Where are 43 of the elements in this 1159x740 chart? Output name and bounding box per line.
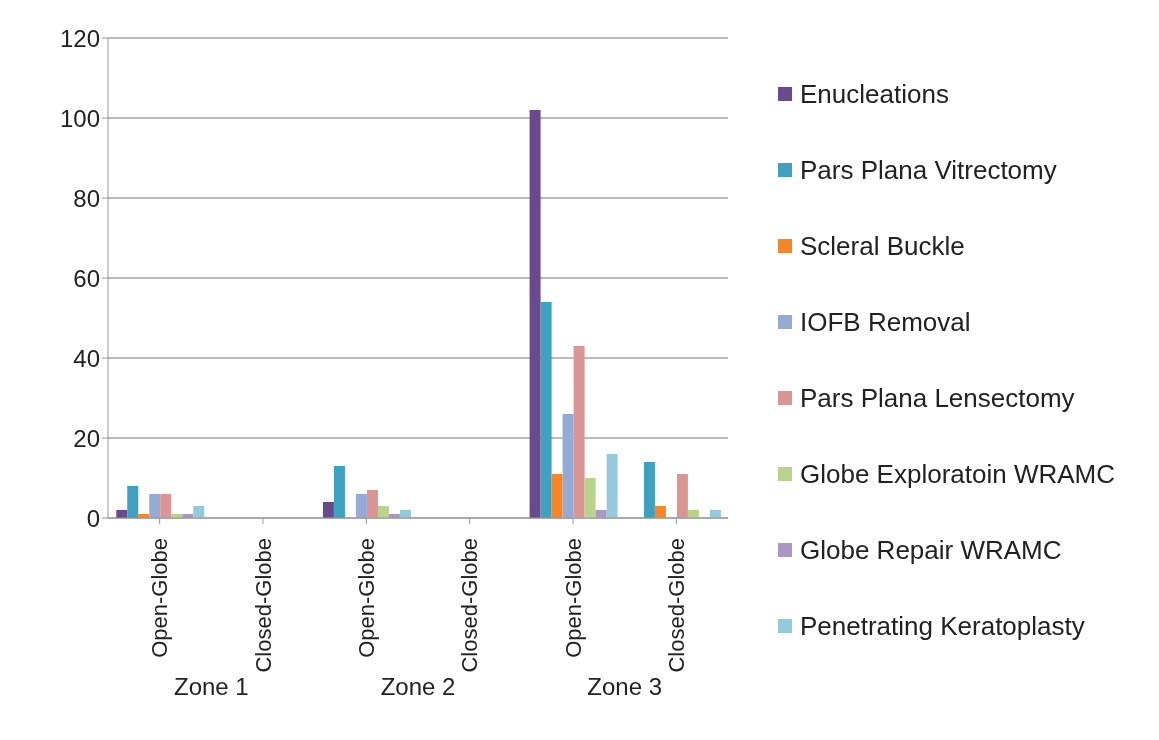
y-tick-label: 0 xyxy=(86,504,100,532)
bar xyxy=(366,490,378,518)
text: Zone 1 xyxy=(173,672,249,700)
bar xyxy=(562,414,574,518)
bar xyxy=(529,110,541,518)
legend-label: IOFB Removal xyxy=(800,306,971,338)
x-tick-label: Open-Globe xyxy=(353,538,379,658)
x-tick-label: Closed-Globe xyxy=(663,538,689,673)
bar xyxy=(606,454,618,518)
bar xyxy=(584,478,596,518)
y-tick-label: 80 xyxy=(73,184,100,212)
legend-label: Globe Repair WRAMC xyxy=(800,534,1062,566)
legend-label: Penetrating Keratoplasty xyxy=(800,610,1085,642)
bar xyxy=(540,302,552,518)
legend-label: Enucleations xyxy=(800,78,949,110)
y-tick-label: 120 xyxy=(59,24,100,52)
bar xyxy=(355,494,367,518)
text: Zone 2 xyxy=(380,672,456,700)
legend-label: Pars Plana Vitrectomy xyxy=(800,154,1057,186)
bar xyxy=(551,474,563,518)
bar xyxy=(193,506,205,518)
bar xyxy=(322,502,334,518)
bar xyxy=(654,506,666,518)
bar xyxy=(676,474,688,518)
x-tick-label: Open-Globe xyxy=(560,538,586,658)
legend-label: Globe Exploratoin WRAMC xyxy=(800,458,1115,490)
bar xyxy=(377,506,389,518)
x-tick-label: Open-Globe xyxy=(147,538,173,658)
bar xyxy=(573,346,585,518)
x-tick-label: Closed-Globe xyxy=(250,538,276,673)
y-tick-label: 40 xyxy=(73,344,100,372)
bar xyxy=(333,466,345,518)
bar xyxy=(643,462,655,518)
bar xyxy=(160,494,172,518)
y-tick-label: 60 xyxy=(73,264,100,292)
y-tick-label: 20 xyxy=(73,424,100,452)
legend-label: Scleral Buckle xyxy=(800,230,965,262)
y-tick-label: 100 xyxy=(59,104,100,132)
bar xyxy=(127,486,139,518)
legend-label: Pars Plana Lensectomy xyxy=(800,382,1075,414)
bar xyxy=(149,494,161,518)
x-tick-label: Closed-Globe xyxy=(457,538,483,673)
text: Zone 3 xyxy=(587,672,663,700)
